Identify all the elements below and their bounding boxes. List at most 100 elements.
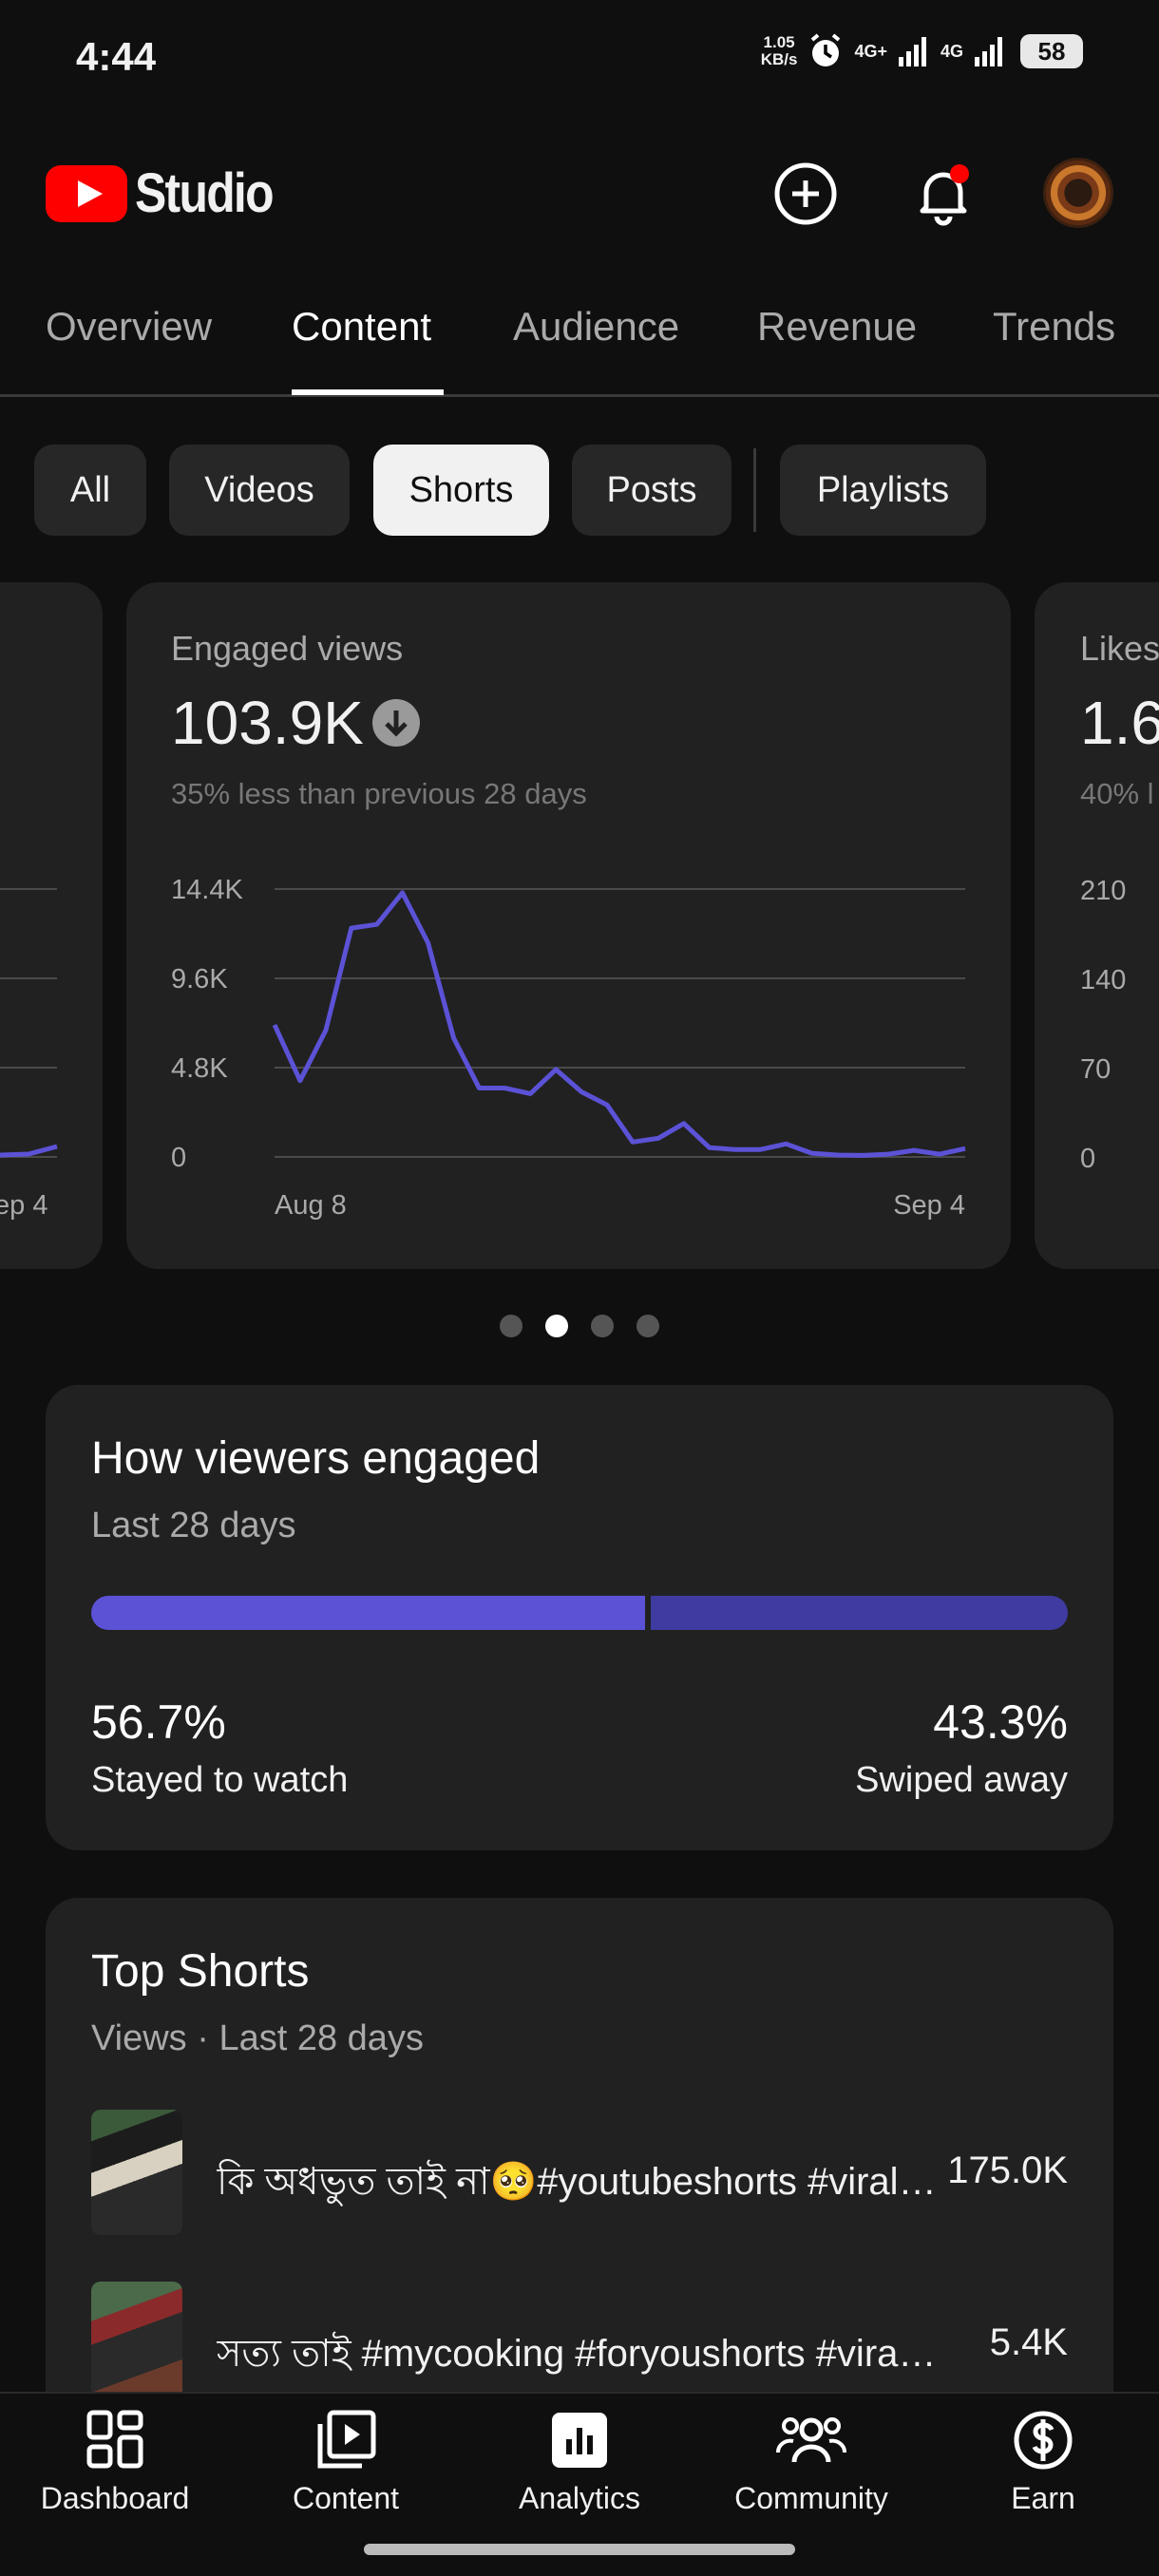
network-type-1: 4G+ <box>854 41 887 61</box>
network-speed: 1.05 KB/s <box>761 34 798 68</box>
chip-divider <box>753 448 756 532</box>
pager-dot[interactable] <box>591 1315 614 1337</box>
nav-label: Earn <box>1011 2481 1075 2515</box>
y-tick-label: 140 <box>1080 965 1126 995</box>
engagement-period: Last 28 days <box>91 1506 296 1545</box>
network-speed-unit: KB/s <box>760 50 798 68</box>
app-header: Studio <box>0 142 1159 247</box>
alarm-icon <box>811 33 841 66</box>
youtube-studio-logo[interactable]: Studio <box>46 161 294 225</box>
content-filter-chips: All Videos Shorts Posts Playlists <box>0 445 1159 538</box>
metric-comparison: 40% l <box>1080 777 1154 810</box>
tab-content[interactable]: Content <box>292 304 432 349</box>
signal-icon <box>898 37 926 66</box>
engagement-title: How viewers engaged <box>91 1433 541 1484</box>
swiped-percent: 43.3% <box>933 1695 1068 1749</box>
engagement-card[interactable]: How viewers engaged Last 28 days 56.7% S… <box>46 1385 1113 1850</box>
analytics-icon <box>552 2413 607 2468</box>
tab-trends[interactable]: Trends <box>993 304 1116 349</box>
nav-earn[interactable]: Earn <box>948 2407 1138 2516</box>
y-tick-label: 210 <box>1080 876 1126 906</box>
likes-chart: 210 140 70 0 <box>1080 876 1126 1174</box>
pager-dot[interactable] <box>500 1315 522 1337</box>
tab-overview[interactable]: Overview <box>46 304 213 349</box>
app-name: Studio <box>135 162 275 224</box>
y-tick-label: 14.4K <box>171 875 243 905</box>
status-icons: 1.05 KB/s 4G+ 4G 58 <box>761 32 1083 70</box>
engaged-views-chart: 14.4K 9.6K 4.8K 0 Aug 8 Sep 4 <box>171 875 966 1221</box>
metric-title: Engaged views <box>171 629 404 668</box>
dashboard-icon <box>86 2410 143 2469</box>
section-tabs: Overview Content Audience Revenue Trends <box>0 285 1159 397</box>
stayed-bar <box>91 1596 645 1630</box>
stayed-label: Stayed to watch <box>91 1760 349 1800</box>
video-library-icon <box>317 2410 376 2469</box>
notifications-icon <box>920 164 969 226</box>
tab-audience[interactable]: Audience <box>513 304 680 349</box>
y-tick-label: 9.6K <box>171 964 228 994</box>
nav-label: Analytics <box>518 2481 641 2515</box>
chip-shorts[interactable]: Shorts <box>373 445 549 536</box>
top-shorts-card: Top Shorts Views · Last 28 days <box>46 1898 1113 2430</box>
chip-playlists[interactable]: Playlists <box>780 445 986 536</box>
nav-analytics[interactable]: Analytics <box>484 2407 674 2516</box>
y-tick-label: 0 <box>171 1143 186 1173</box>
short-list-item[interactable]: কি অধভুত তাই না🥺#youtubeshorts #viral #t… <box>91 2110 1068 2235</box>
nav-label: Content <box>292 2481 400 2515</box>
create-button[interactable] <box>770 158 842 230</box>
series-line <box>272 890 966 1158</box>
tab-revenue[interactable]: Revenue <box>757 304 918 349</box>
short-title: কি অধভুত তাই না🥺#youtubeshorts #viral #t… <box>217 2161 939 2203</box>
y-tick-label: 70 <box>1080 1054 1111 1085</box>
stayed-percent: 56.7% <box>91 1695 226 1749</box>
metric-title: Likes <box>1080 629 1159 668</box>
nav-content[interactable]: Content <box>251 2407 441 2516</box>
notifications-button[interactable] <box>907 158 979 230</box>
status-time: 4:44 <box>76 34 157 79</box>
nav-label: Dashboard <box>40 2481 190 2515</box>
nav-community[interactable]: Community <box>716 2407 906 2516</box>
short-views: 5.4K <box>989 2321 1068 2363</box>
signal-icon <box>975 37 1002 66</box>
chip-posts[interactable]: Posts <box>572 445 732 536</box>
pager-dot[interactable] <box>636 1315 659 1337</box>
short-views: 175.0K <box>947 2150 1068 2191</box>
arrow-down-icon <box>372 699 420 747</box>
top-shorts-title: Top Shorts <box>91 1946 310 1997</box>
top-shorts-period: Last 28 days <box>218 2018 424 2058</box>
short-thumbnail <box>91 2282 182 2407</box>
account-avatar[interactable] <box>1043 158 1113 228</box>
youtube-play-icon <box>46 164 127 222</box>
chip-all[interactable]: All <box>34 445 146 536</box>
pager-dot-active[interactable] <box>545 1315 568 1337</box>
card-pager <box>0 1311 1159 1339</box>
short-thumbnail <box>91 2110 182 2235</box>
metric-value: 103.9K <box>171 689 364 757</box>
community-icon <box>776 2417 846 2463</box>
create-icon <box>774 162 837 225</box>
metric-comparison: 35% less than previous 28 days <box>171 777 587 810</box>
x-tick-label-end: Sep 4 <box>893 1190 965 1221</box>
x-tick-label-start: Aug 8 <box>275 1190 347 1221</box>
battery-indicator: 58 <box>1020 34 1083 68</box>
short-list-item[interactable]: সত্য তাই #mycooking #foryoushorts #viral… <box>91 2282 1068 2407</box>
top-shorts-subtitle: Views · Last 28 days <box>91 2018 424 2059</box>
nav-dashboard[interactable]: Dashboard <box>20 2407 210 2516</box>
y-tick-label: 4.8K <box>171 1053 228 1084</box>
metric-value: 1.6 <box>1080 689 1159 757</box>
top-shorts-metric: Views <box>91 2018 187 2058</box>
swiped-bar <box>651 1596 1068 1630</box>
y-tick-label: 0 <box>1080 1144 1095 1174</box>
chip-videos[interactable]: Videos <box>169 445 350 536</box>
network-type-2: 4G <box>940 41 963 61</box>
metric-card-previous[interactable]: ep 4 <box>0 582 103 1269</box>
series-line <box>0 1144 58 1158</box>
nav-label: Community <box>734 2481 888 2515</box>
swiped-label: Swiped away <box>855 1760 1068 1800</box>
status-bar: 4:44 1.05 KB/s 4G+ 4G 58 <box>0 0 1159 114</box>
active-tab-indicator <box>292 389 444 395</box>
short-title: সত্য তাই #mycooking #foryoushorts #viral… <box>217 2333 939 2375</box>
metric-card-likes[interactable]: Likes 1.6 40% l 210 140 70 0 <box>1035 582 1159 1269</box>
earn-icon <box>1014 2411 1073 2470</box>
subtitle-separator: · <box>197 2018 209 2058</box>
